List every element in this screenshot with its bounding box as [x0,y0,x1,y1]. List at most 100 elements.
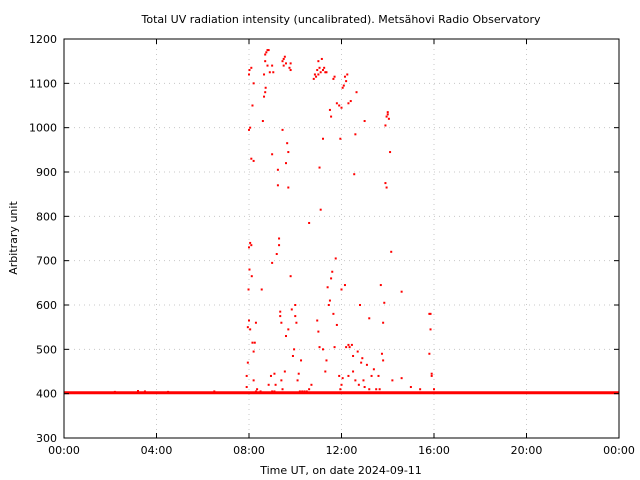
data-point [252,82,255,85]
data-point [429,312,432,315]
x-axis: 00:00 04:00 08:00 12:00 16:00 20:00 00:00 [48,39,635,457]
data-point [324,370,327,373]
y-axis-label: Arbitrary unit [7,201,20,275]
data-point [317,60,320,63]
data-point [322,137,324,140]
data-point [260,288,263,291]
data-point [361,357,364,360]
data-point [312,77,315,80]
data-point [276,184,279,187]
data-point [390,250,393,253]
data-point [379,284,382,287]
x-tick-label: 16:00 [418,444,450,457]
x-axis-label: Time UT, on date 2024-09-11 [259,464,422,477]
data-point [249,328,252,331]
data-point [293,348,296,351]
data-point [274,383,277,386]
chart-title: Total UV radiation intensity (uncalibrat… [141,13,541,26]
data-point [248,69,251,72]
data-point [428,352,431,355]
x-tick-label: 20:00 [511,444,543,457]
data-point [359,304,361,306]
data-point [343,75,346,78]
data-point [256,388,259,391]
data-point [248,319,250,322]
data-point [377,374,380,377]
data-point [391,379,394,382]
data-point [330,277,333,280]
data-point [353,173,356,176]
data-point [296,379,299,382]
data-point [282,57,285,60]
data-point [382,359,385,362]
data-point [248,73,250,76]
data-point [261,120,264,123]
data-point [334,257,337,260]
data-point [354,133,357,136]
y-tick-label: 300 [36,432,57,445]
data-point [316,319,319,322]
data-point [331,270,334,273]
data-point [380,352,383,355]
data-point [251,341,254,344]
data-point [360,361,363,364]
data-point [271,153,274,156]
data-point [419,388,422,391]
data-point [400,290,403,293]
data-point [350,343,353,346]
data-point [387,117,390,120]
data-point [271,390,274,393]
data-point [384,124,387,127]
data-point [385,186,388,189]
data-point [308,221,311,224]
x-tick-label: 04:00 [141,444,173,457]
data-point [332,77,335,80]
data-point [357,383,360,386]
y-tick-label: 900 [36,166,57,179]
data-point [137,390,139,393]
data-point [345,80,348,83]
data-point [267,383,270,386]
data-point [290,308,293,311]
data-point [433,388,435,391]
y-tick-label: 800 [36,210,57,223]
data-point [278,237,281,240]
data-point [264,53,267,56]
data-point [326,286,329,289]
data-point [320,57,323,60]
data-point [297,372,300,375]
data-point [352,370,355,373]
data-point [300,359,303,362]
data-point [248,268,251,271]
data-point [273,372,276,375]
data-point [339,388,342,391]
data-point [430,374,433,377]
data-point [254,390,257,393]
data-point [266,64,269,67]
data-point [389,151,392,154]
data-point [264,91,267,94]
data-point [305,390,308,393]
plot-frame [63,38,620,439]
data-point [343,284,346,287]
data-point [264,86,267,89]
data-point [317,73,320,76]
data-point [372,368,375,371]
data-point [338,374,341,377]
data-point [430,372,433,375]
data-point [250,157,253,160]
data-point [318,66,321,69]
x-tick-label: 00:00 [603,444,635,457]
data-point [281,60,284,63]
data-point [347,374,350,377]
data-point [252,379,255,382]
data-point [279,315,282,318]
data-point [340,106,343,109]
y-tick-label: 400 [36,388,57,401]
data-point [338,104,341,107]
data-point [247,288,250,291]
data-point [347,102,350,105]
data-point [280,321,283,324]
data-point [375,388,378,391]
